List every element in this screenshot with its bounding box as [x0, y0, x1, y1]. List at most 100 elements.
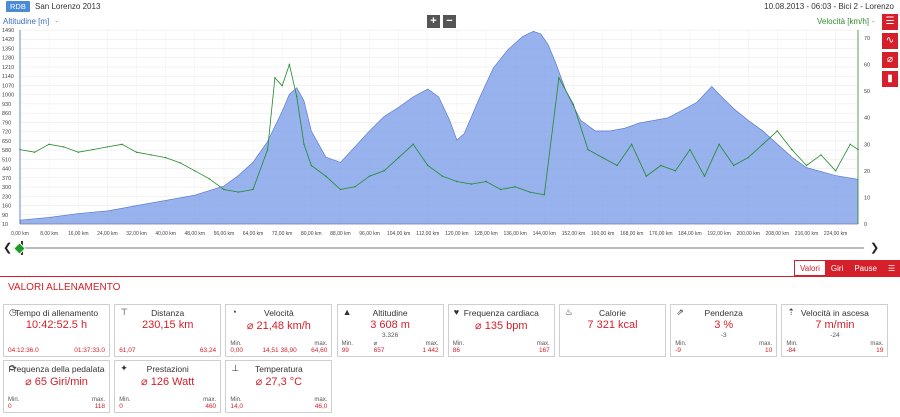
- speed-point: [354, 186, 356, 188]
- speed-point: [223, 188, 225, 191]
- x-tick-label: 152,00 km: [562, 231, 585, 237]
- stat-card[interactable]: ✦ Prestazioni ⌀ 126 Watt Min. 0 max. 460: [114, 360, 222, 413]
- stat-max-label: max.: [314, 397, 328, 403]
- stat-title: Velocità: [264, 308, 294, 318]
- speed-point: [310, 164, 312, 167]
- x-tick-label: 208,00 km: [766, 231, 789, 237]
- y-tick-label: 650: [2, 139, 11, 145]
- stat-max-label: max.: [870, 341, 884, 347]
- signpost-icon: ⊤: [120, 307, 129, 317]
- stat-card[interactable]: ▲ Altitudine 3 608 m 3.326 Min. 99 ⌀ 657 max. 1 4…: [336, 304, 444, 357]
- stat-min-label: Min.: [341, 341, 353, 347]
- speed-point: [237, 191, 240, 193]
- line-chart-icon[interactable]: ∿: [882, 33, 898, 49]
- slider-track[interactable]: [14, 247, 864, 249]
- zoom-in-button[interactable]: +: [427, 15, 440, 28]
- stat-max-value: 01:37:33.0: [74, 347, 105, 354]
- stat-card[interactable]: ◷ Tempo di allenamento 10:42:52.5 h 04:12:3…: [3, 304, 110, 357]
- x-tick-label: 40,00 km: [155, 231, 176, 237]
- y2-tick-label: 10: [864, 195, 870, 201]
- stat-max: max. 460: [203, 397, 216, 410]
- stat-mid-value: 14,51 38,90: [262, 347, 297, 354]
- altitude-legend[interactable]: Altitudine [m] -: [3, 17, 58, 26]
- x-tick-label: 24,00 km: [97, 231, 118, 237]
- stat-min-value: 86: [452, 347, 461, 354]
- speed-point: [470, 183, 473, 185]
- speed-point: [150, 154, 152, 156]
- slider-start-marker[interactable]: [13, 242, 26, 255]
- tab-giri[interactable]: Giri: [824, 260, 850, 276]
- stat-sub: -3: [720, 332, 727, 339]
- stat-value: 10:42:52.5 h: [25, 319, 88, 331]
- range-slider[interactable]: ❮ ❯: [0, 240, 900, 257]
- stat-min: Min. 0,00: [230, 341, 243, 354]
- stat-max: max. 46,0: [314, 397, 327, 410]
- tab-pause[interactable]: Pause: [848, 260, 883, 276]
- flame-icon: ♨: [565, 307, 574, 317]
- top-bar: RDB San Lorenzo 2013 10.08.2013 - 06:03 …: [0, 0, 900, 12]
- y-tick-label: 790: [2, 120, 11, 126]
- speed-point: [266, 148, 269, 151]
- speed-legend[interactable]: Velocità [km/h] -: [817, 17, 875, 26]
- profile-chart[interactable]: 1490142013501280121011401070100093086079…: [0, 27, 880, 242]
- zoom-out-button[interactable]: −: [443, 15, 456, 28]
- y-tick-label: 10: [2, 222, 8, 228]
- stat-min: Min. 0: [8, 397, 19, 410]
- y-tick-label: 580: [2, 148, 11, 154]
- stat-max: max. 19: [870, 341, 883, 354]
- stat-max-label: max.: [203, 397, 217, 403]
- y-tick-label: 860: [2, 111, 11, 117]
- stat-max-value: 64,60: [311, 347, 328, 354]
- average-icon[interactable]: ⌀: [882, 52, 898, 68]
- slider-left-arrow-icon[interactable]: ❮: [3, 242, 13, 254]
- stat-mid: 14,51 38,90: [262, 347, 296, 354]
- stat-max: max. 10: [759, 341, 772, 354]
- stat-card[interactable]: ⊥ Temperatura ⌀ 27,3 °C Min. 14,0 max. 46,0: [225, 360, 333, 413]
- y-tick-label: 510: [2, 157, 11, 163]
- stat-min: Min. 0: [119, 397, 130, 410]
- tab-valori[interactable]: Valori: [794, 260, 826, 276]
- stat-card[interactable]: ◔ Velocità ⌀ 21,48 km/h Min. 0,00 14,51 38,90…: [225, 304, 333, 357]
- app-badge[interactable]: RDB: [6, 1, 30, 12]
- slider-right-arrow-icon[interactable]: ❯: [870, 242, 880, 254]
- x-tick-label: 96,00 km: [359, 231, 380, 237]
- stat-title: Altitudine: [372, 308, 408, 318]
- speed-point: [398, 156, 400, 159]
- stat-min: Min. 14,0: [230, 397, 243, 410]
- speed-point: [427, 164, 429, 167]
- speed-point: [747, 156, 749, 159]
- stat-sub: 3.326: [381, 332, 399, 339]
- stat-min: Min. -9: [675, 341, 686, 354]
- x-tick-label: 160,00 km: [591, 231, 614, 237]
- stat-card[interactable]: ⇡ Velocità in ascesa 7 m/min -24 Min. -84 max.…: [781, 304, 889, 357]
- stat-value: 7 m/min: [815, 319, 855, 331]
- x-tick-label: 48,00 km: [184, 231, 205, 237]
- stat-card[interactable]: ⇗ Pendenza 3 % -3 Min. -9 max. 10: [670, 304, 778, 357]
- speed-point: [660, 164, 662, 167]
- stat-min-value: 04:12:36.0: [8, 347, 39, 354]
- stat-title: Frequenza della pedalata: [8, 364, 105, 374]
- stat-max-label: max.: [759, 341, 773, 347]
- stat-min-value: 0: [119, 403, 123, 410]
- stat-title: Prestazioni: [146, 364, 189, 374]
- speed-point: [834, 170, 837, 172]
- list-icon[interactable]: ☰: [882, 14, 898, 30]
- speed-point: [558, 77, 560, 79]
- menu-icon[interactable]: ☰: [882, 260, 900, 276]
- bar-chart-icon[interactable]: ▮: [882, 71, 898, 87]
- stat-card[interactable]: ♥ Frequenza cardiaca ⌀ 135 bpm Min. 86 max. 16…: [447, 304, 555, 357]
- stat-min-value: 0,00: [230, 347, 244, 354]
- speed-legend-label: Velocità [km/h]: [817, 17, 870, 26]
- session-info: 10.08.2013 - 06:03 - Bici 2 - Lorenzo: [764, 2, 894, 11]
- speed-point: [164, 156, 167, 159]
- speed-point: [135, 151, 138, 153]
- stat-card[interactable]: ⟳ Frequenza della pedalata ⌀ 65 Giri/min Mi…: [3, 360, 110, 413]
- speed-point: [805, 164, 808, 167]
- stat-card[interactable]: ♨ Calorie 7 321 kcal: [559, 304, 666, 357]
- stat-card[interactable]: ⊤ Distanza 230,15 km 61,07 63,24: [114, 304, 222, 357]
- x-tick-label: 16,00 km: [68, 231, 89, 237]
- speed-point: [587, 148, 589, 151]
- stat-min-value: -9: [675, 347, 681, 354]
- stat-max-value: 10: [764, 347, 773, 354]
